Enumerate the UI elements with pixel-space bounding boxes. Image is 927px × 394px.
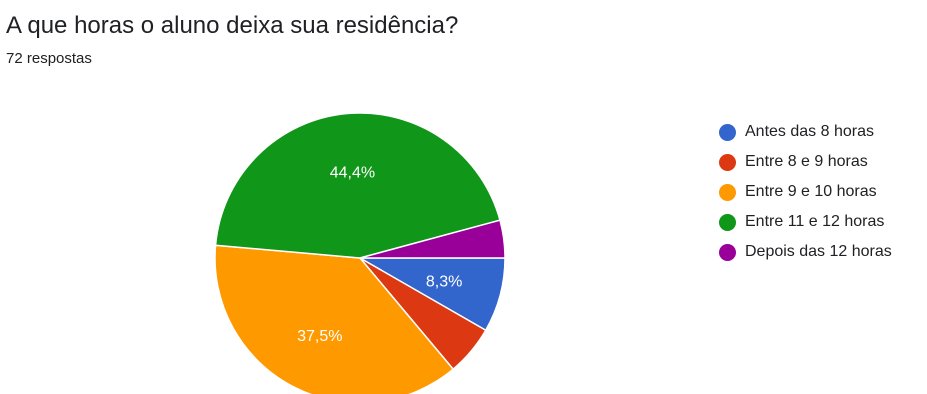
legend-label: Depois das 12 horas [745,243,892,260]
pie-slice-depois-das-12-horas[interactable] [359,219,506,259]
legend-item-entre-9-e-10-horas[interactable]: Entre 9 e 10 horas [719,177,892,207]
legend-label: Entre 11 e 12 horas [745,213,885,230]
chart-title: A que horas o aluno deixa sua residência… [6,12,459,39]
legend-label: Entre 9 e 10 horas [745,183,877,200]
response-count: 72 respostas [6,50,92,67]
pie-slice-entre-9-e-10-horas[interactable] [214,244,455,394]
slice-label-entre-11-e-12-horas: 44,4% [330,164,375,181]
legend-item-entre-11-e-12-horas[interactable]: Entre 11 e 12 horas [719,207,892,237]
legend-swatch [719,183,736,201]
legend-swatch [719,243,736,261]
legend-item-entre-8-e-9-horas[interactable]: Entre 8 e 9 horas [719,147,892,177]
pie-slice-entre-11-e-12-horas[interactable] [214,112,501,259]
chart-legend: Antes das 8 horas Entre 8 e 9 horas Entre … [719,117,892,267]
legend-swatch [719,153,736,171]
legend-item-depois-das-12-horas[interactable]: Depois das 12 horas [719,237,892,267]
slice-label-entre-9-e-10-horas: 37,5% [297,328,342,345]
legend-swatch [719,213,736,231]
legend-label: Antes das 8 horas [745,123,874,140]
legend-label: Entre 8 e 9 horas [745,153,868,170]
slice-label-antes-das-8-horas: 8,3% [426,273,462,290]
legend-swatch [719,123,736,141]
legend-item-antes-das-8-horas[interactable]: Antes das 8 horas [719,117,892,147]
